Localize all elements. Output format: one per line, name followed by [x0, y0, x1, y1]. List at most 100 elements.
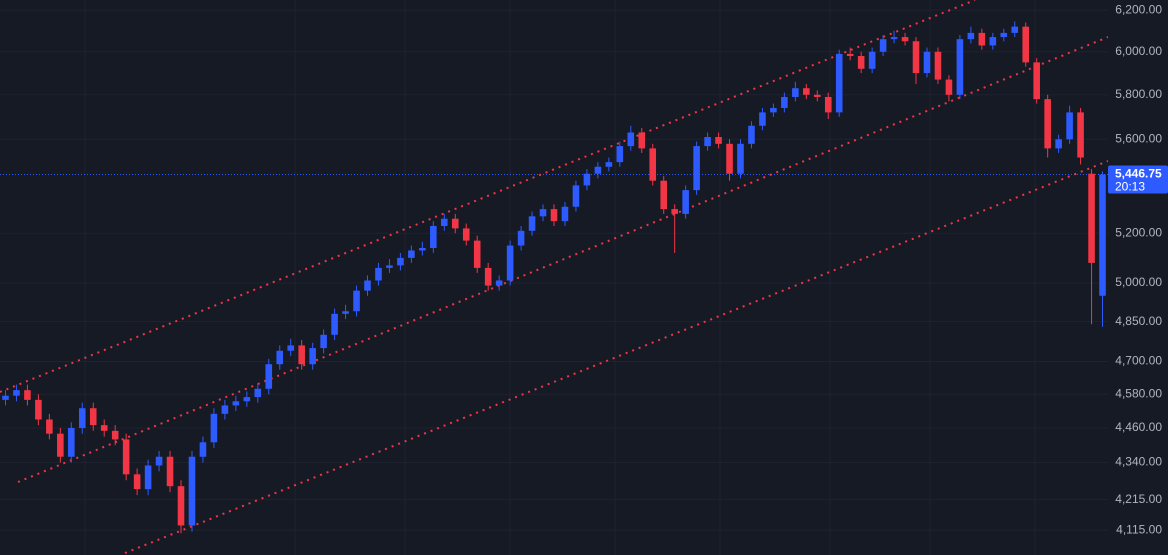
price-axis: 6,200.00 6,000.00 5,800.00 5,600.00 5,200.00… — [1108, 0, 1168, 555]
candle-body — [1099, 174, 1106, 296]
candle-body — [144, 465, 152, 490]
candle-body — [649, 148, 657, 181]
candle-body — [342, 311, 349, 314]
candle-body — [1000, 32, 1008, 38]
candle-body — [276, 350, 284, 365]
candle-body — [1066, 112, 1073, 140]
candle-body — [441, 218, 448, 226]
candle-body — [956, 39, 964, 95]
candle-body — [254, 388, 262, 398]
candle-body — [1044, 99, 1051, 149]
candle-body — [1055, 139, 1062, 149]
candle-body — [572, 185, 580, 207]
candle-body — [133, 474, 141, 490]
candle-body — [638, 132, 646, 149]
candle-body — [923, 51, 931, 74]
candle-body — [660, 180, 667, 210]
axis-background — [1108, 0, 1168, 555]
candle-body — [2, 395, 9, 400]
candle-body — [68, 427, 75, 457]
candle-body — [539, 209, 547, 217]
candle-body — [331, 313, 338, 335]
y-tick-label: 5,200.00 — [1115, 225, 1162, 239]
trend-line — [17, 36, 1109, 483]
candle-body — [320, 334, 327, 349]
candle-body — [122, 439, 130, 475]
candle-body — [627, 132, 635, 147]
candle-body — [408, 250, 415, 258]
candle-body — [375, 267, 382, 281]
candle-body — [1077, 112, 1084, 158]
candle-body — [100, 425, 108, 431]
candle-body — [57, 433, 64, 457]
y-tick-label: 6,200.00 — [1115, 2, 1162, 16]
candle-body — [155, 456, 163, 466]
candle-body — [967, 32, 975, 40]
candle-body — [583, 173, 591, 186]
candle-body — [232, 401, 240, 406]
candle-body — [210, 413, 218, 443]
y-tick-label: 6,000.00 — [1115, 44, 1162, 58]
trend-line — [124, 160, 1109, 554]
candle-body — [495, 280, 503, 286]
candle-body — [451, 218, 459, 229]
candle-body — [111, 430, 119, 440]
candle-body — [506, 245, 514, 281]
candle-body — [594, 166, 602, 174]
candle-body — [397, 257, 404, 266]
candle-body — [616, 146, 624, 163]
candle-body — [243, 397, 251, 402]
candles — [2, 21, 1106, 534]
candle-body — [46, 419, 53, 434]
grid — [0, 9, 1108, 531]
candle-body — [484, 267, 492, 286]
y-tick-label: 4,460.00 — [1115, 420, 1162, 434]
candle-body — [1033, 62, 1040, 100]
candle-body — [298, 345, 305, 365]
candle-body — [890, 37, 898, 40]
candle-body — [550, 209, 558, 222]
y-tick-label: 5,600.00 — [1115, 131, 1162, 145]
candle-body — [462, 228, 470, 241]
candle-body — [934, 51, 942, 80]
trend-channel — [0, 0, 1109, 554]
candle-body — [726, 143, 733, 174]
candle-body — [13, 390, 20, 396]
candle-body — [309, 348, 316, 365]
candle-body — [199, 442, 207, 457]
candle-body — [857, 56, 865, 69]
candle-body — [419, 247, 426, 251]
last-price-box — [1108, 165, 1168, 194]
candle-body — [978, 32, 986, 46]
candle-body — [792, 88, 799, 97]
y-tick-label: 5,000.00 — [1115, 275, 1162, 289]
candle-body — [824, 96, 832, 113]
candle-body — [430, 225, 437, 248]
candle-body — [364, 280, 371, 291]
candle-body — [989, 37, 997, 46]
candle-body — [1088, 173, 1095, 263]
candle-body — [517, 230, 525, 246]
candle-body — [748, 125, 755, 144]
candle-body — [528, 216, 536, 231]
candle-body — [265, 364, 273, 389]
vertical-grid — [84, 0, 1036, 555]
candle-body — [868, 51, 876, 69]
countdown-label: 20:13 — [1115, 180, 1145, 194]
candle-body — [605, 162, 613, 167]
candle-body — [188, 456, 196, 526]
candle-body — [715, 137, 722, 144]
candle-body — [221, 405, 229, 414]
candle-body — [353, 290, 360, 312]
candle-body — [177, 486, 185, 526]
candle-body — [89, 408, 97, 426]
y-tick-label: 5,800.00 — [1115, 87, 1162, 101]
candle-body — [682, 190, 689, 214]
y-tick-label: 4,700.00 — [1115, 354, 1162, 368]
candle-body — [1011, 26, 1019, 33]
trend-line — [0, 0, 976, 393]
candle-body — [561, 206, 569, 222]
candle-body — [781, 96, 788, 108]
